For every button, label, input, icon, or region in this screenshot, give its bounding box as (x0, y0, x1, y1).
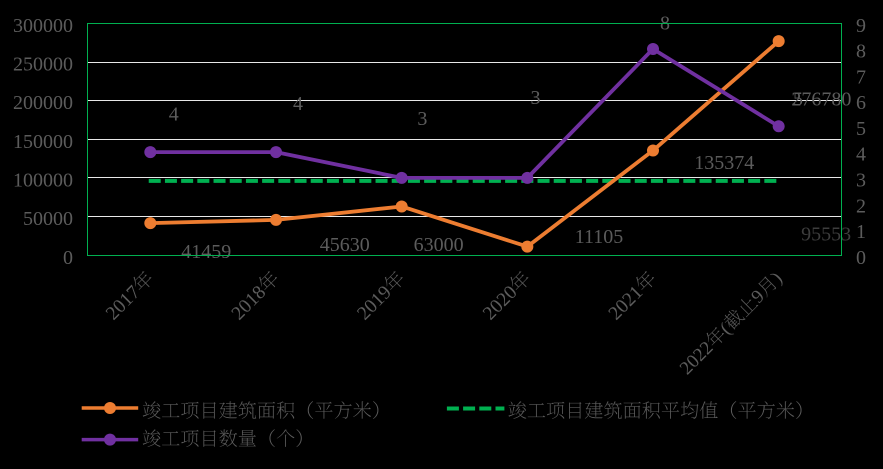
svg-text:63000: 63000 (414, 234, 464, 256)
svg-text:41459: 41459 (181, 241, 231, 263)
svg-text:200000: 200000 (13, 92, 73, 114)
svg-text:0: 0 (856, 247, 866, 269)
svg-text:4: 4 (169, 104, 179, 126)
svg-text:45630: 45630 (320, 234, 370, 256)
svg-text:3: 3 (531, 87, 541, 109)
svg-text:5: 5 (793, 88, 803, 110)
svg-text:1: 1 (856, 221, 866, 243)
svg-text:4: 4 (856, 144, 866, 166)
svg-text:7: 7 (856, 66, 866, 88)
svg-text:2: 2 (856, 195, 866, 217)
svg-text:135374: 135374 (694, 152, 754, 174)
svg-text:3: 3 (417, 108, 427, 130)
svg-text:9: 9 (856, 15, 866, 37)
svg-text:150000: 150000 (13, 131, 73, 153)
svg-text:95553: 95553 (801, 224, 851, 246)
svg-text:8: 8 (856, 41, 866, 63)
svg-text:300000: 300000 (13, 15, 73, 37)
svg-text:50000: 50000 (23, 208, 73, 230)
svg-text:100000: 100000 (13, 169, 73, 191)
svg-text:3: 3 (856, 169, 866, 191)
svg-text:250000: 250000 (13, 53, 73, 75)
svg-text:5: 5 (856, 118, 866, 140)
svg-text:0: 0 (63, 247, 73, 269)
svg-text:4: 4 (293, 93, 303, 115)
svg-text:6: 6 (856, 92, 866, 114)
svg-text:276780: 276780 (791, 88, 851, 110)
svg-text:11105: 11105 (575, 226, 624, 248)
